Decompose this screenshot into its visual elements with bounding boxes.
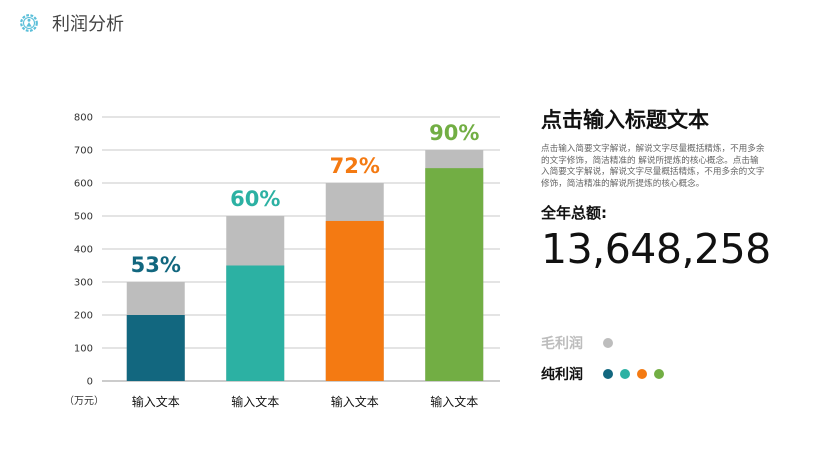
- x-category-label: 输入文本: [132, 394, 180, 409]
- header: 利润分析: [18, 10, 124, 36]
- legend-dot-net-3: [637, 369, 647, 379]
- x-category-label: 输入文本: [231, 394, 279, 409]
- summary-title[interactable]: 点击输入标题文本: [541, 108, 709, 132]
- x-category-label: 输入文本: [331, 394, 379, 409]
- bar-net-profit: [325, 220, 384, 381]
- total-label: 全年总额:: [541, 204, 607, 223]
- legend-net-profit: 纯利润: [541, 364, 741, 384]
- legend-gross-profit: 毛利润: [541, 333, 741, 353]
- bar-data-label: 53%: [131, 253, 181, 277]
- gear-person-icon: [20, 14, 38, 32]
- profit-bar-chart: 0 100 200 300 400 500 600 700 800 （万元） 53% 输入文本 60% 输…: [64, 113, 500, 409]
- x-category-label: 输入文本: [430, 394, 478, 409]
- bar-data-label: 60%: [230, 187, 280, 211]
- legend-dot-net-4: [654, 369, 664, 379]
- summary-panel: 点击输入标题文本 点击输入简要文字解说，解说文字尽量概括精炼，不用多余的文字修饰…: [541, 104, 771, 273]
- bar-net-profit: [126, 315, 185, 381]
- y-unit-label: （万元）: [64, 395, 104, 407]
- summary-description[interactable]: 点击输入简要文字解说，解说文字尽量概括精炼，不用多余的文字修饰，简洁精准的 解说…: [541, 144, 765, 189]
- page-title: 利润分析: [52, 14, 124, 35]
- y-tick-label: 400: [74, 245, 93, 256]
- y-tick-label: 700: [74, 146, 93, 157]
- legend-dot-net-2: [620, 369, 630, 379]
- y-tick-label: 800: [74, 113, 93, 124]
- y-tick-label: 200: [74, 311, 93, 322]
- bar-data-label: 72%: [330, 154, 380, 178]
- y-tick-label: 600: [74, 179, 93, 190]
- total-value: 13,648,258: [541, 225, 771, 274]
- bar-data-label: 90%: [429, 121, 479, 145]
- legend-dot-net-1: [603, 369, 613, 379]
- legend-dot-gross: [603, 338, 613, 348]
- legend-label-gross: 毛利润: [541, 336, 583, 352]
- y-tick-label: 0: [87, 377, 93, 388]
- bar-net-profit: [226, 265, 285, 381]
- y-tick-label: 100: [74, 344, 93, 355]
- y-tick-label: 500: [74, 212, 93, 223]
- legend-label-net: 纯利润: [541, 367, 583, 383]
- bar-net-profit: [425, 168, 484, 381]
- y-tick-label: 300: [74, 278, 93, 289]
